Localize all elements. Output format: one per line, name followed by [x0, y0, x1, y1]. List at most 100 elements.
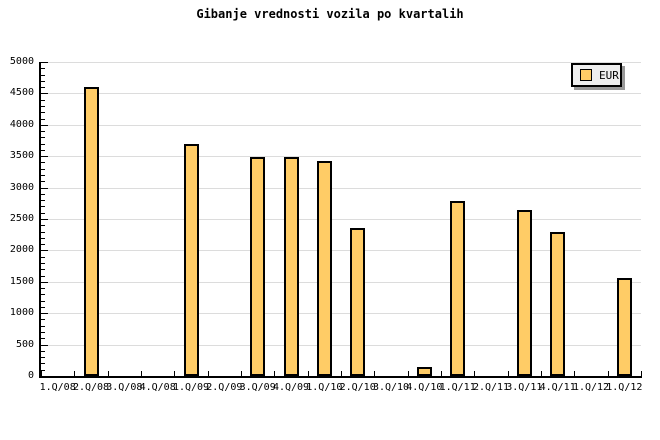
bar — [184, 144, 199, 376]
y-tick-minor — [41, 81, 45, 82]
x-tick — [208, 371, 209, 376]
y-tick-minor — [41, 106, 45, 107]
x-tick — [41, 371, 42, 376]
bar — [84, 87, 99, 376]
x-axis-label: 1.Q/09 — [172, 382, 210, 393]
x-tick — [508, 371, 509, 376]
gridline — [41, 62, 641, 63]
y-tick-minor — [41, 100, 45, 101]
gridline — [41, 282, 641, 283]
x-tick — [241, 371, 242, 376]
legend-box: EUR — [571, 63, 622, 87]
y-tick-major — [41, 125, 48, 126]
y-tick-minor — [41, 370, 45, 371]
x-axis-label: 4.Q/08 — [139, 382, 176, 393]
y-tick-minor — [41, 206, 45, 207]
gridline — [41, 345, 641, 346]
y-tick-minor — [41, 194, 45, 195]
gridline — [41, 93, 641, 94]
x-tick — [108, 371, 109, 376]
x-tick — [474, 371, 475, 376]
y-tick-minor — [41, 175, 45, 176]
x-axis-label: 2.Q/08 — [72, 382, 110, 393]
x-axis-label: 2.Q/11 — [472, 382, 510, 393]
y-tick-minor — [41, 276, 45, 277]
y-tick-minor — [41, 338, 45, 339]
bar — [317, 161, 332, 376]
x-tick — [74, 371, 75, 376]
x-tick — [341, 371, 342, 376]
x-tick — [141, 371, 142, 376]
y-tick-minor — [41, 200, 45, 201]
y-tick-minor — [41, 257, 45, 258]
y-tick-major — [41, 219, 48, 220]
y-tick-minor — [41, 238, 45, 239]
y-tick-major — [41, 345, 48, 346]
y-axis-label: 3000 — [9, 182, 34, 193]
x-axis-label: 1.Q/10 — [306, 382, 343, 393]
x-axis-label: 1.Q/12 — [572, 382, 610, 393]
y-tick-minor — [41, 131, 45, 132]
x-tick — [374, 371, 375, 376]
bar — [517, 210, 532, 376]
y-axis-label: 5000 — [9, 56, 34, 67]
y-tick-minor — [41, 181, 45, 182]
x-axis-label: 1.Q/11 — [439, 382, 476, 393]
y-tick-minor — [41, 162, 45, 163]
x-tick — [441, 371, 442, 376]
legend-swatch-eur — [580, 69, 592, 81]
x-axis-label: 1.Q/12 — [606, 382, 643, 393]
y-tick-major — [41, 250, 48, 251]
y-tick-minor — [41, 87, 45, 88]
x-axis-label: 1.Q/08 — [39, 382, 76, 393]
gridline — [41, 250, 641, 251]
y-tick-minor — [41, 144, 45, 145]
gridline — [41, 313, 641, 314]
gridline — [41, 156, 641, 157]
y-tick-minor — [41, 150, 45, 151]
gridline — [41, 125, 641, 126]
y-axis-label: 3500 — [9, 150, 34, 161]
legend-label: EUR — [599, 68, 619, 82]
y-tick-major — [41, 62, 48, 63]
x-axis-label: 3.Q/10 — [372, 382, 410, 393]
y-tick-minor — [41, 301, 45, 302]
y-tick-minor — [41, 137, 45, 138]
y-tick-minor — [41, 119, 45, 120]
x-axis-label: 4.Q/09 — [272, 382, 310, 393]
x-tick — [274, 371, 275, 376]
y-tick-minor — [41, 225, 45, 226]
y-axis-label: 4500 — [9, 87, 34, 98]
x-tick — [641, 371, 642, 376]
y-tick-minor — [41, 357, 45, 358]
x-axis-label: 2.Q/09 — [206, 382, 243, 393]
y-tick-major — [41, 188, 48, 189]
y-axis-label: 1500 — [9, 276, 34, 287]
y-axis-label: 2500 — [9, 213, 34, 224]
y-tick-minor — [41, 319, 45, 320]
y-tick-minor — [41, 363, 45, 364]
plot-area — [41, 62, 642, 376]
bar — [450, 201, 465, 376]
x-axis-label: 2.Q/10 — [339, 382, 376, 393]
y-tick-minor — [41, 288, 45, 289]
x-axis-line — [39, 376, 642, 378]
x-tick — [608, 371, 609, 376]
x-axis-label: 3.Q/11 — [506, 382, 543, 393]
y-axis-line — [39, 62, 41, 378]
gridline — [41, 219, 641, 220]
gridline — [41, 188, 641, 189]
y-axis-label: 4000 — [9, 119, 34, 130]
y-tick-minor — [41, 244, 45, 245]
x-axis-label: 4.Q/11 — [539, 382, 576, 393]
bar — [617, 278, 632, 376]
y-tick-minor — [41, 232, 45, 233]
x-tick — [574, 371, 575, 376]
y-tick-minor — [41, 75, 45, 76]
x-axis-label: 4.Q/10 — [406, 382, 443, 393]
y-tick-minor — [41, 263, 45, 264]
y-axis-label: 500 — [15, 339, 34, 350]
y-axis-label: 2000 — [9, 244, 34, 255]
x-axis-label: 3.Q/09 — [239, 382, 276, 393]
